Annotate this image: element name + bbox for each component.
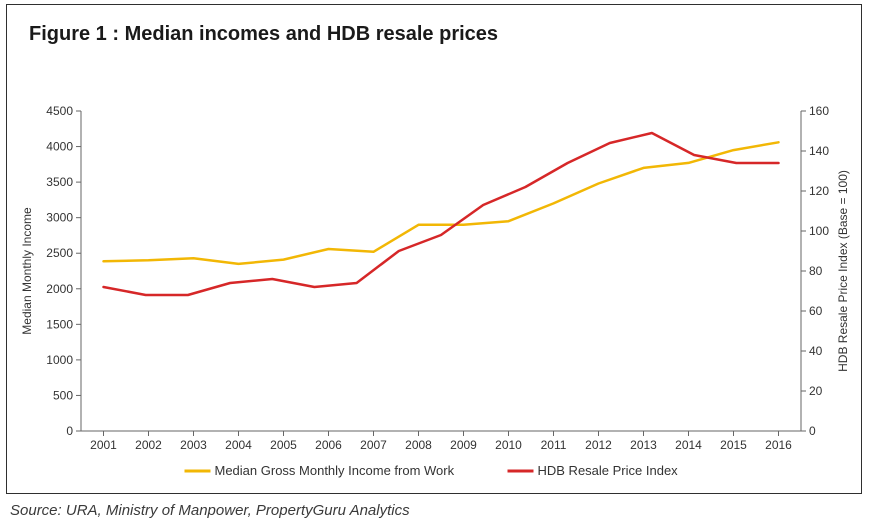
x-tick: 2004	[225, 438, 252, 452]
y-left-tick: 2500	[46, 246, 73, 260]
x-tick: 2002	[135, 438, 162, 452]
y-right-tick: 140	[809, 144, 829, 158]
y-left-tick: 2000	[46, 282, 73, 296]
x-tick: 2008	[405, 438, 432, 452]
x-tick: 2016	[765, 438, 792, 452]
line-chart: 0 500 1000 1500 2000 2500 3000 3500 4000 4500 0 20 4…	[7, 5, 863, 495]
y-right-tick: 160	[809, 104, 829, 118]
y-left-tick: 500	[53, 388, 73, 402]
y-left-tick: 0	[66, 424, 73, 438]
y-right-axis-label: HDB Resale Price Index (Base = 100)	[836, 170, 850, 372]
y-left-axis-label: Median Monthly Income	[20, 207, 34, 335]
y-left-tick: 3000	[46, 211, 73, 225]
legend-label: Median Gross Monthly Income from Work	[215, 463, 455, 478]
x-tick: 2015	[720, 438, 747, 452]
x-tick: 2014	[675, 438, 702, 452]
y-right-tick: 0	[809, 424, 816, 438]
source-caption: Source: URA, Ministry of Manpower, Prope…	[10, 502, 410, 519]
x-tick: 2003	[180, 438, 207, 452]
x-tick: 2010	[495, 438, 522, 452]
legend-label: HDB Resale Price Index	[538, 463, 679, 478]
y-left-tick: 4500	[46, 104, 73, 118]
y-left-tick: 4000	[46, 140, 73, 154]
y-left-tick: 3500	[46, 175, 73, 189]
x-tick: 2012	[585, 438, 612, 452]
legend: Median Gross Monthly Income from Work HDB…	[185, 463, 679, 478]
y-left-tick: 1500	[46, 317, 73, 331]
x-tick: 2001	[90, 438, 117, 452]
y-right-tick: 100	[809, 224, 829, 238]
y-right-tick: 40	[809, 344, 823, 358]
series-income-line	[104, 142, 779, 264]
x-tick: 2009	[450, 438, 477, 452]
y-right-tick: 60	[809, 304, 823, 318]
y-left-tick: 1000	[46, 353, 73, 367]
x-tick: 2013	[630, 438, 657, 452]
y-right-tick: 120	[809, 184, 829, 198]
x-tick: 2005	[270, 438, 297, 452]
x-tick: 2011	[541, 438, 567, 452]
chart-frame: Figure 1 : Median incomes and HDB resale…	[6, 4, 862, 494]
x-tick: 2006	[315, 438, 342, 452]
y-right-tick: 20	[809, 384, 823, 398]
x-tick: 2007	[360, 438, 387, 452]
series-hdb-line	[104, 133, 779, 295]
y-right-tick: 80	[809, 264, 823, 278]
